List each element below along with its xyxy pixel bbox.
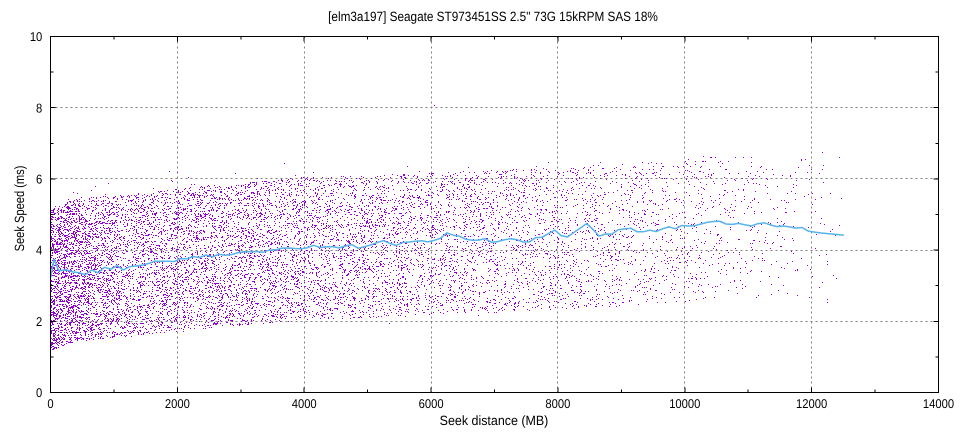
svg-text:6000: 6000 bbox=[419, 396, 444, 411]
svg-text:4: 4 bbox=[36, 243, 42, 258]
svg-text:[elm3a197] Seagate ST973451SS: [elm3a197] Seagate ST973451SS 2.5" 73G 1… bbox=[328, 9, 658, 24]
svg-text:Seek distance (MB): Seek distance (MB) bbox=[440, 413, 549, 428]
svg-text:10: 10 bbox=[30, 29, 42, 44]
svg-text:2: 2 bbox=[36, 314, 42, 329]
svg-text:8000: 8000 bbox=[545, 396, 570, 411]
svg-text:2000: 2000 bbox=[165, 396, 190, 411]
svg-text:12000: 12000 bbox=[796, 396, 827, 411]
svg-text:8: 8 bbox=[36, 100, 42, 115]
svg-text:10000: 10000 bbox=[669, 396, 700, 411]
svg-text:14000: 14000 bbox=[923, 396, 954, 411]
svg-text:0: 0 bbox=[36, 385, 42, 400]
svg-text:0: 0 bbox=[47, 396, 53, 411]
svg-text:Seek Speed (ms): Seek Speed (ms) bbox=[12, 166, 27, 252]
svg-text:6: 6 bbox=[36, 172, 42, 187]
svg-text:4000: 4000 bbox=[292, 396, 317, 411]
